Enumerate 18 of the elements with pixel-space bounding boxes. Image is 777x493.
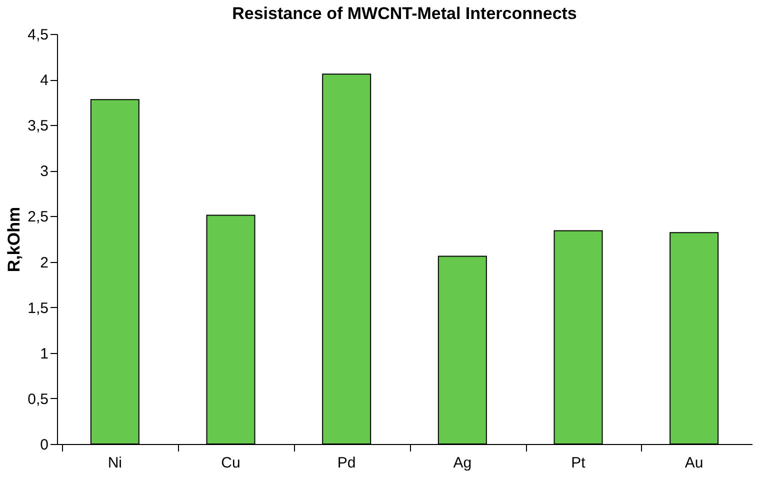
- y-tick-label: 1,5: [28, 300, 48, 317]
- y-tick-label: 1: [40, 345, 48, 362]
- x-tick-label: Pd: [337, 454, 356, 472]
- y-tick-label: 2: [40, 254, 48, 272]
- y-tick-label: 0: [40, 436, 48, 454]
- y-tick-label: 4: [40, 72, 48, 90]
- y-axis-title: R,kOhm: [4, 206, 24, 272]
- y-tick-label: 3: [40, 163, 48, 180]
- y-tick-label: 2,5: [28, 208, 48, 226]
- x-tick-label: Ag: [453, 454, 472, 472]
- y-tick-label: 3,5: [28, 118, 48, 135]
- x-tick-label: Au: [684, 454, 704, 472]
- x-tick-label: Cu: [221, 454, 240, 472]
- x-tick-label: Ni: [108, 454, 122, 472]
- chart-title: Resistance of MWCNT-Metal Interconnects: [232, 4, 577, 23]
- y-tick-label: 4,5: [28, 26, 48, 44]
- x-tick-label: Pt: [571, 454, 586, 472]
- y-tick-label: 0,5: [28, 390, 48, 408]
